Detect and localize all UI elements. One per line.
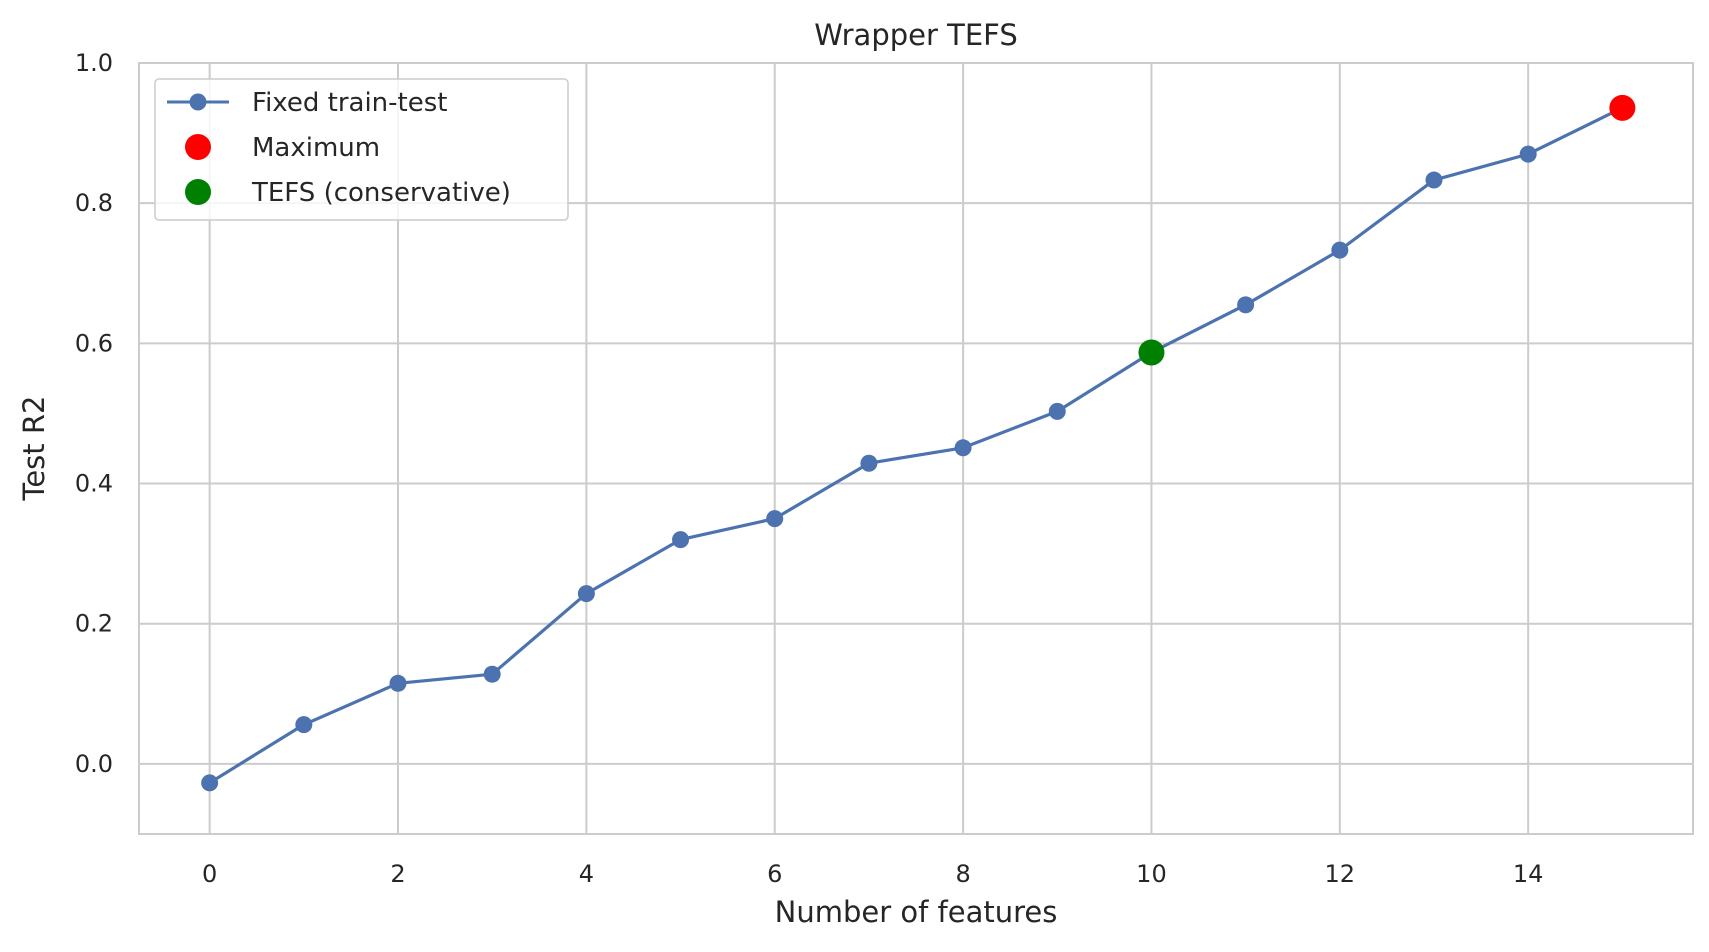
series-line-fixed-train-test xyxy=(208,106,1624,785)
data-point-fixed-train-test xyxy=(672,531,690,549)
legend-label-fixed-train-test: Fixed train-test xyxy=(252,88,447,118)
x-tick-label: 10 xyxy=(1136,860,1167,888)
data-point-fixed-train-test xyxy=(1425,171,1443,189)
series-layer xyxy=(201,94,1636,792)
data-point-fixed-train-test xyxy=(201,774,219,792)
data-point-maximum xyxy=(1609,94,1636,121)
data-point-fixed-train-test xyxy=(577,585,595,603)
legend: Fixed train-test Maximum TEFS (conservat… xyxy=(154,78,569,221)
y-tick-label: 0.2 xyxy=(75,610,113,638)
data-point-tefs-conservative xyxy=(1138,339,1165,366)
x-axis-ticks: 0 2 4 6 8 10 12 14 xyxy=(202,860,1543,888)
data-point-fixed-train-test xyxy=(954,439,972,457)
x-tick-label: 14 xyxy=(1513,860,1544,888)
x-tick-label: 2 xyxy=(390,860,405,888)
data-point-fixed-train-test xyxy=(483,665,501,683)
legend-marker-fixed-train-test xyxy=(189,93,207,111)
chart-title: Wrapper TEFS xyxy=(814,18,1017,52)
data-point-fixed-train-test xyxy=(1048,402,1066,420)
y-tick-label: 0.8 xyxy=(75,189,113,217)
plot-frame xyxy=(138,62,1694,835)
x-tick-label: 0 xyxy=(202,860,217,888)
data-point-fixed-train-test xyxy=(860,454,878,472)
legend-label-tefs-conservative: TEFS (conservative) xyxy=(251,178,511,208)
x-tick-label: 6 xyxy=(767,860,782,888)
legend-box xyxy=(154,78,569,221)
data-point-fixed-train-test xyxy=(1519,145,1537,163)
data-point-fixed-train-test xyxy=(295,716,313,734)
data-point-fixed-train-test xyxy=(389,674,407,692)
legend-marker-maximum xyxy=(185,134,211,160)
x-axis-label: Number of features xyxy=(775,895,1058,929)
y-tick-label: 0.6 xyxy=(75,329,113,357)
x-tick-label: 4 xyxy=(579,860,594,888)
data-point-fixed-train-test xyxy=(766,510,784,528)
legend-label-maximum: Maximum xyxy=(252,133,380,163)
data-point-fixed-train-test xyxy=(1331,241,1349,259)
data-point-fixed-train-test xyxy=(1237,296,1255,314)
y-tick-label: 0.4 xyxy=(75,470,113,498)
x-tick-label: 12 xyxy=(1325,860,1356,888)
y-tick-label: 1.0 xyxy=(75,49,113,77)
x-tick-label: 8 xyxy=(955,860,970,888)
y-axis-label: Test R2 xyxy=(17,396,51,502)
y-tick-label: 0.0 xyxy=(75,750,113,778)
y-axis-ticks: 0.0 0.2 0.4 0.6 0.8 1.0 xyxy=(75,49,113,778)
legend-marker-tefs-conservative xyxy=(185,179,211,205)
